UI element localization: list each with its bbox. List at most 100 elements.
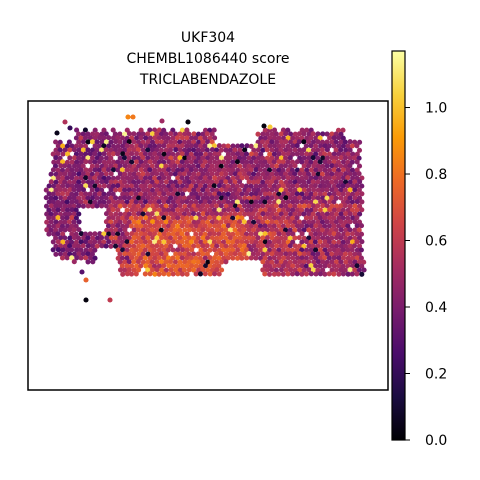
spot [69, 191, 75, 197]
spot [106, 151, 112, 157]
spot [174, 183, 180, 189]
spot [71, 163, 78, 169]
spot [180, 215, 186, 221]
spot [299, 231, 305, 237]
spot [276, 135, 282, 141]
spot [147, 231, 153, 237]
spot [239, 143, 245, 149]
spot [207, 255, 213, 261]
spot [327, 207, 333, 213]
spot [345, 239, 351, 245]
spot [161, 175, 167, 181]
spot [48, 219, 54, 225]
spot [140, 163, 146, 169]
spot [191, 131, 197, 137]
spot [50, 167, 56, 173]
spot [269, 211, 275, 217]
spot [180, 247, 186, 253]
spot [287, 179, 293, 185]
spot [117, 243, 123, 249]
spot [147, 151, 153, 157]
spot [161, 271, 167, 277]
spot [276, 199, 282, 205]
spot [161, 199, 167, 205]
spot [158, 131, 164, 137]
spot [156, 167, 163, 173]
spot [292, 251, 298, 257]
spot [251, 243, 257, 249]
spot [145, 251, 151, 257]
spot [213, 179, 220, 185]
spot [212, 247, 218, 253]
spot [310, 179, 316, 185]
spot [67, 147, 73, 153]
spot [140, 131, 146, 137]
spot [53, 219, 59, 225]
spot [359, 175, 365, 181]
spot [170, 271, 176, 277]
spot [115, 151, 121, 157]
spot [340, 239, 346, 245]
spot [133, 159, 140, 165]
spot [165, 207, 171, 213]
spot [108, 203, 114, 209]
spot [92, 231, 98, 237]
spot [211, 199, 217, 205]
spot [308, 207, 314, 213]
spot [343, 195, 349, 201]
spot [308, 255, 314, 261]
spot [267, 183, 273, 189]
spot [74, 183, 80, 189]
spot [115, 207, 121, 213]
spot [161, 183, 167, 189]
spot [235, 223, 241, 229]
spot [202, 255, 208, 261]
spot [207, 231, 213, 237]
spot [264, 219, 270, 225]
spot [214, 219, 220, 225]
spot [161, 127, 167, 133]
spot [113, 219, 119, 225]
spot [232, 163, 238, 169]
spot [204, 203, 210, 209]
colorbar-tick-label: 0.0 [425, 433, 447, 449]
spot [159, 235, 165, 241]
spot [43, 195, 49, 201]
spot [297, 187, 303, 193]
spot [165, 215, 171, 221]
spot [135, 227, 141, 233]
spot [172, 203, 178, 209]
spot [200, 267, 206, 273]
spot [223, 259, 229, 265]
spot [354, 271, 360, 277]
spot [294, 143, 300, 149]
spot [333, 187, 339, 193]
spot [322, 151, 328, 157]
spot [181, 139, 187, 145]
spot [163, 227, 169, 233]
spot [218, 251, 224, 257]
spot [177, 179, 183, 185]
spot [242, 187, 248, 193]
spot [313, 143, 319, 149]
spot [333, 251, 339, 257]
spot [161, 207, 167, 213]
spot [78, 175, 84, 181]
spot [117, 147, 123, 153]
spot [317, 255, 323, 261]
spot [186, 251, 192, 257]
spot [161, 191, 167, 197]
spot [149, 195, 156, 201]
spot [333, 147, 339, 153]
spot [251, 147, 257, 153]
spot [69, 207, 75, 213]
spot [200, 147, 206, 153]
spot [110, 199, 117, 205]
spot [207, 151, 213, 157]
spot [320, 163, 326, 169]
spot [216, 175, 222, 181]
spot [147, 175, 153, 181]
spot [122, 227, 128, 233]
spot [200, 259, 206, 265]
spot [320, 195, 326, 201]
